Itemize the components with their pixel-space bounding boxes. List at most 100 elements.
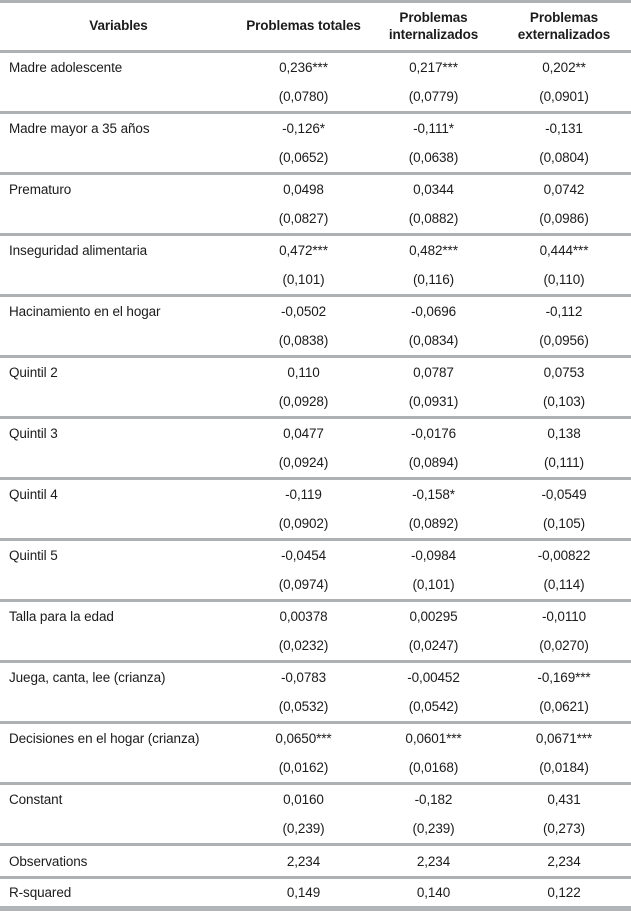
table-row-std-errors: (0,0162) (0,0168) (0,0184) <box>0 753 631 784</box>
coefficient-cell: 0,431 <box>497 782 631 814</box>
std-error-cell: (0,0779) <box>408 89 459 104</box>
std-error-cell: (0,111) <box>543 455 585 470</box>
table-row-summary: Observations 2,234 2,234 2,234 <box>0 843 631 878</box>
std-error-cell: (0,0892) <box>408 516 459 531</box>
summary-value-cell: 0,122 <box>497 876 631 909</box>
std-error-cell: (0,0901) <box>539 89 589 104</box>
table-row-coefficients: Juega, canta, lee (crianza) -0,0783 -0,004… <box>0 660 631 692</box>
std-error-cell: (0,0924) <box>278 455 329 470</box>
coefficient-cell: -0,182 <box>370 782 497 814</box>
std-error-cell: (0,0184) <box>539 760 589 775</box>
empty-cell <box>0 814 237 845</box>
coefficient-cell: -0,158* <box>370 477 497 509</box>
table-row-std-errors: (0,239) (0,239) (0,273) <box>0 814 631 845</box>
variable-label: Inseguridad alimentaria <box>0 233 237 265</box>
summary-value-cell: 0,149 <box>237 876 370 909</box>
table-row-coefficients: Prematuro 0,0498 0,0344 0,0742 <box>0 172 631 204</box>
std-error-cell: (0,0162) <box>278 760 329 775</box>
table-row-coefficients: Talla para la edad 0,00378 0,00295 -0,0110 <box>0 599 631 631</box>
std-error-cell: (0,114) <box>543 577 585 592</box>
std-error-cell: (0,116) <box>412 272 455 287</box>
empty-cell <box>0 204 237 235</box>
coefficient-cell: 0,0753 <box>497 355 631 387</box>
summary-value-cell: 2,234 <box>237 843 370 878</box>
std-error-cell: (0,239) <box>412 821 455 836</box>
variable-label: Madre adolescente <box>9 60 123 75</box>
coefficient-cell: -0,00452 <box>370 660 497 692</box>
table-row-std-errors: (0,0974) (0,101) (0,114) <box>0 570 631 601</box>
variable-label: Quintil 4 <box>0 477 237 509</box>
std-error-cell: (0,0247) <box>408 638 459 653</box>
std-error-cell: (0,0894) <box>408 455 459 470</box>
variable-label: Hacinamiento en el hogar <box>0 294 237 326</box>
coefficient-cell: 0,217*** <box>409 60 458 75</box>
variable-label: Constant <box>0 782 237 814</box>
variable-label: Prematuro <box>0 172 237 204</box>
std-error-cell: (0,105) <box>542 516 586 531</box>
std-error-cell: (0,0986) <box>539 211 589 226</box>
table-row-coefficients: Quintil 5 -0,0454 -0,0984 -0,00822 <box>0 538 631 570</box>
summary-label: Observations <box>0 843 237 878</box>
coefficient-cell: 0,0498 <box>237 172 370 204</box>
std-error-cell: (0,0780) <box>278 89 329 104</box>
variable-label: Quintil 3 <box>0 416 237 448</box>
std-error-cell: (0,0974) <box>278 577 329 592</box>
table-row-std-errors: (0,0838) (0,0834) (0,0956) <box>0 326 631 357</box>
table-row-coefficients: Hacinamiento en el hogar -0,0502 -0,0696 -0… <box>0 294 631 326</box>
empty-cell <box>0 509 237 540</box>
coefficient-cell: -0,0549 <box>497 477 631 509</box>
column-header-externalizados: Problemas externalizados <box>497 1 631 53</box>
coefficient-cell: 0,444*** <box>497 233 631 265</box>
coefficient-cell: -0,00822 <box>497 538 631 570</box>
empty-cell <box>0 570 237 601</box>
table-header: Variables Problemas totales Problemas in… <box>0 1 631 53</box>
std-error-cell: (0,0638) <box>408 150 459 165</box>
empty-cell <box>0 82 237 113</box>
coefficient-cell: -0,112 <box>497 294 631 326</box>
coefficient-cell: -0,131 <box>497 111 631 143</box>
empty-cell <box>0 753 237 784</box>
coefficient-cell: 0,00378 <box>237 599 370 631</box>
empty-cell <box>0 631 237 662</box>
column-header-variables: Variables <box>0 1 237 53</box>
std-error-cell: (0,0931) <box>408 394 459 409</box>
std-error-cell: (0,110) <box>543 272 585 287</box>
coefficient-cell: -0,0502 <box>237 294 370 326</box>
empty-cell <box>0 143 237 174</box>
coefficient-cell: -0,0110 <box>497 599 631 631</box>
empty-cell <box>0 387 237 418</box>
variable-label: Talla para la edad <box>0 599 237 631</box>
table-row-std-errors: (0,0924) (0,0894) (0,111) <box>0 448 631 479</box>
column-header-internalizados: Problemas internalizados <box>370 1 497 53</box>
coefficient-cell: -0,126* <box>237 111 370 143</box>
std-error-cell: (0,0804) <box>539 150 589 165</box>
table-row-coefficients: Madre adolescente 0,236*** 0,217*** 0,202** <box>0 52 631 83</box>
variable-label: Juega, canta, lee (crianza) <box>0 660 237 692</box>
coefficient-cell: 0,0344 <box>370 172 497 204</box>
std-error-cell: (0,103) <box>542 394 586 409</box>
empty-cell <box>0 265 237 296</box>
coefficient-cell: 0,0671*** <box>497 721 631 753</box>
table-row-std-errors: (0,0827) (0,0882) (0,0986) <box>0 204 631 235</box>
coefficient-cell: -0,0454 <box>237 538 370 570</box>
std-error-cell: (0,101) <box>412 577 455 592</box>
std-error-cell: (0,0532) <box>278 699 329 714</box>
summary-label: R-squared <box>0 876 237 909</box>
empty-cell <box>0 692 237 723</box>
header-row: Variables Problemas totales Problemas in… <box>0 1 631 53</box>
coefficient-cell: 0,0160 <box>237 782 370 814</box>
coefficient-cell: -0,119 <box>237 477 370 509</box>
variable-label: Quintil 2 <box>0 355 237 387</box>
std-error-cell: (0,0882) <box>408 211 459 226</box>
coefficient-cell: 0,0650*** <box>237 721 370 753</box>
table-row-std-errors: (0,0232) (0,0247) (0,0270) <box>0 631 631 662</box>
coefficient-cell: 0,0601*** <box>370 721 497 753</box>
coefficient-cell: 0,236*** <box>279 60 328 75</box>
coefficient-cell: -0,0696 <box>370 294 497 326</box>
coefficient-cell: 0,00295 <box>370 599 497 631</box>
variable-label: Madre mayor a 35 años <box>0 111 237 143</box>
std-error-cell: (0,0834) <box>408 333 459 348</box>
std-error-cell: (0,0168) <box>408 760 459 775</box>
